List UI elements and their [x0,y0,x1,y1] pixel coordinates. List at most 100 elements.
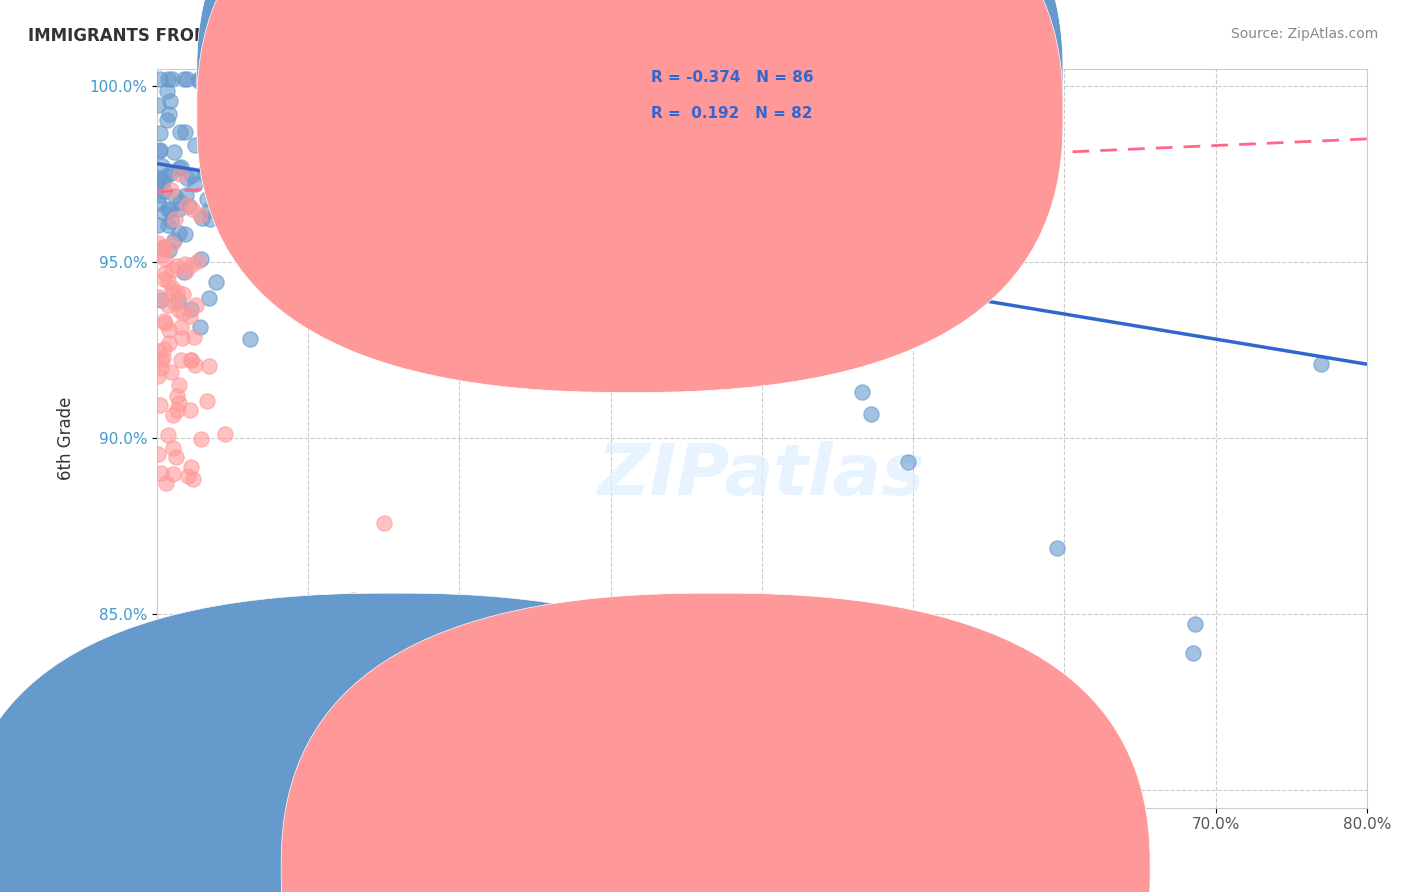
Immigrants from Iran [1310,357,1333,371]
Immigrants from Iran [169,125,191,139]
Text: Immigrants from Iran: Immigrants from Iran [404,856,581,874]
Immigrants from Nicaragua [152,240,174,254]
Immigrants from Iran [180,168,202,182]
Immigrants from Nicaragua [156,298,179,312]
Immigrants from Nicaragua [173,257,195,271]
Immigrants from Nicaragua [169,396,191,410]
Immigrants from Iran [652,308,675,322]
Y-axis label: 6th Grade: 6th Grade [58,396,75,480]
Immigrants from Iran [517,290,540,304]
Immigrants from Nicaragua [148,343,170,358]
Text: Immigrants from Nicaragua: Immigrants from Nicaragua [702,856,929,874]
Immigrants from Iran [1181,646,1204,660]
Immigrants from Nicaragua [186,298,208,312]
Immigrants from Iran [152,174,174,188]
Immigrants from Nicaragua [150,466,173,480]
Immigrants from Iran [163,145,186,159]
Immigrants from Iran [221,229,243,244]
Immigrants from Iran [204,276,226,290]
Immigrants from Iran [150,241,173,255]
Immigrants from Iran [157,202,180,216]
Immigrants from Iran [218,178,240,193]
Immigrants from Iran [155,169,177,183]
Immigrants from Iran [157,244,180,258]
Immigrants from Nicaragua [170,319,193,334]
Immigrants from Nicaragua [159,183,181,197]
Immigrants from Nicaragua [187,254,209,268]
Immigrants from Iran [149,188,172,202]
Immigrants from Nicaragua [188,208,211,222]
Immigrants from Iran [148,97,170,112]
Immigrants from Nicaragua [810,202,832,216]
Immigrants from Iran [176,170,198,185]
Immigrants from Iran [165,189,187,203]
Immigrants from Iran [167,227,190,241]
Immigrants from Nicaragua [605,278,627,293]
Immigrants from Iran [177,199,200,213]
Immigrants from Nicaragua [148,291,170,305]
Immigrants from Iran [169,194,191,209]
Immigrants from Iran [149,126,172,140]
Immigrants from Nicaragua [179,309,201,323]
Immigrants from Nicaragua [177,469,200,483]
Immigrants from Nicaragua [183,330,205,344]
Immigrants from Iran [238,332,260,346]
Immigrants from Nicaragua [214,427,236,442]
Text: Source: ZipAtlas.com: Source: ZipAtlas.com [1230,27,1378,41]
Immigrants from Nicaragua [162,441,184,455]
Immigrants from Iran [851,385,873,400]
Immigrants from Iran [157,107,180,121]
Immigrants from Nicaragua [166,285,188,299]
Immigrants from Nicaragua [149,353,172,368]
Immigrants from Nicaragua [149,398,172,412]
Immigrants from Nicaragua [155,476,177,491]
Immigrants from Iran [638,339,661,353]
Immigrants from Nicaragua [166,389,188,403]
Immigrants from Iran [160,214,183,228]
Immigrants from Nicaragua [820,245,842,260]
Immigrants from Nicaragua [153,313,176,327]
Immigrants from Nicaragua [162,285,184,300]
Immigrants from Nicaragua [165,296,187,310]
Immigrants from Iran [173,125,195,139]
Immigrants from Iran [197,157,219,171]
Immigrants from Nicaragua [165,211,187,226]
Immigrants from Nicaragua [149,361,172,376]
Immigrants from Nicaragua [156,274,179,288]
Immigrants from Nicaragua [162,467,184,481]
Immigrants from Iran [156,72,179,87]
Immigrants from Nicaragua [860,314,883,328]
Immigrants from Nicaragua [180,202,202,217]
Immigrants from Nicaragua [169,167,191,181]
Immigrants from Nicaragua [159,365,181,379]
Immigrants from Iran [173,264,195,278]
Immigrants from Iran [211,172,233,186]
Immigrants from Iran [156,84,179,98]
Immigrants from Iran [159,95,181,109]
Immigrants from Iran [176,72,198,87]
Immigrants from Iran [217,105,239,120]
Immigrants from Nicaragua [166,259,188,273]
Immigrants from Nicaragua [157,323,180,337]
Immigrants from Nicaragua [373,516,395,530]
Immigrants from Iran [152,172,174,186]
Immigrants from Nicaragua [167,378,190,392]
Immigrants from Nicaragua [644,210,666,224]
Immigrants from Iran [148,170,170,185]
Immigrants from Iran [174,188,197,202]
Immigrants from Iran [193,166,215,180]
Immigrants from Iran [170,160,193,174]
Immigrants from Iran [188,72,211,87]
Text: IMMIGRANTS FROM IRAN VS IMMIGRANTS FROM NICARAGUA 6TH GRADE CORRELATION CHART: IMMIGRANTS FROM IRAN VS IMMIGRANTS FROM … [28,27,915,45]
Immigrants from Iran [188,320,211,334]
Immigrants from Nicaragua [180,258,202,272]
Immigrants from Nicaragua [157,336,180,351]
Immigrants from Iran [751,609,773,624]
Immigrants from Nicaragua [180,459,202,474]
Immigrants from Iran [149,72,172,87]
Immigrants from Iran [167,202,190,216]
Immigrants from Iran [183,178,205,192]
Immigrants from Nicaragua [152,351,174,365]
Immigrants from Nicaragua [181,472,204,486]
Immigrants from Nicaragua [160,262,183,277]
